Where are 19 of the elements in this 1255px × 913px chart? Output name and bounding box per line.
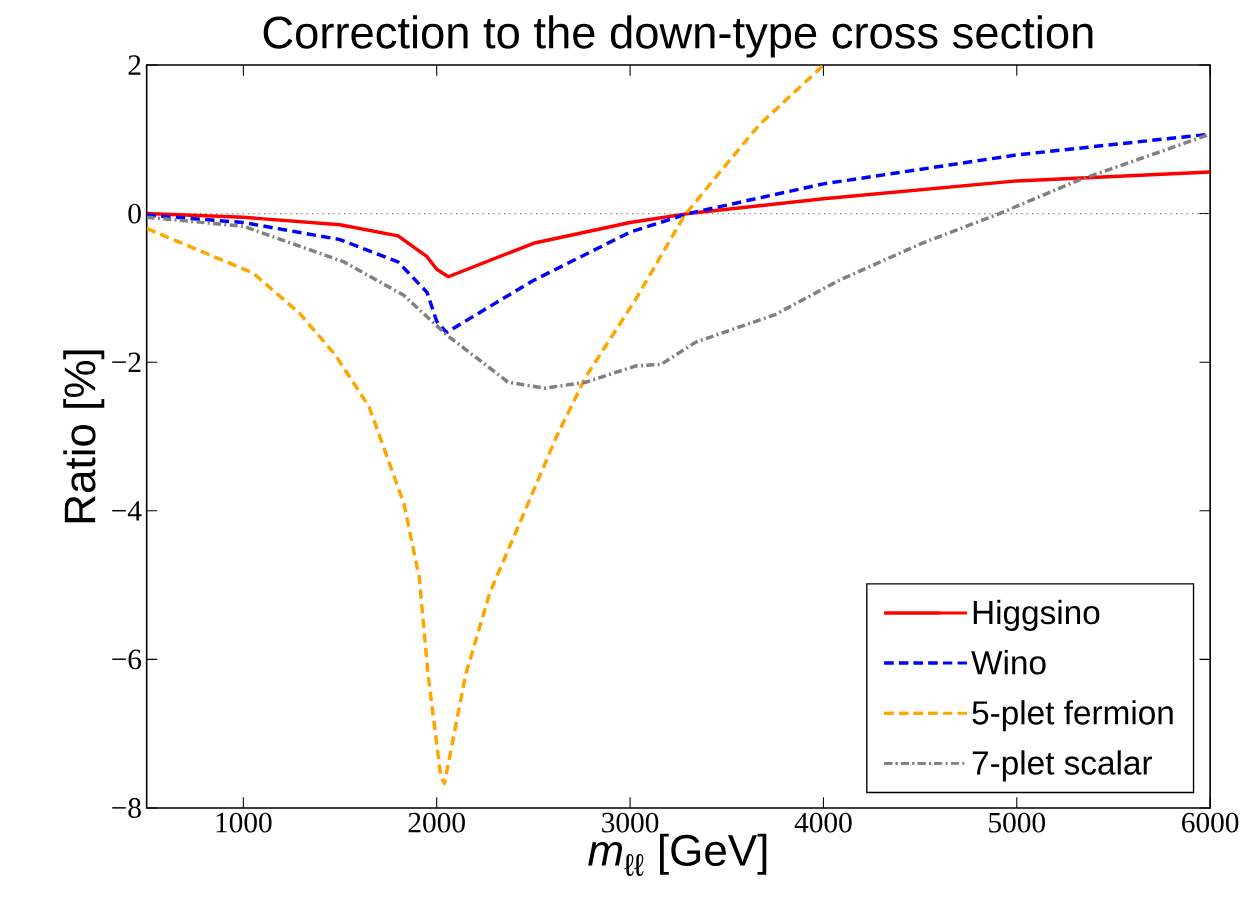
y-tick-label: −6 [112, 649, 142, 670]
x-axis-title: m$_{ℓℓ}$ [GeV] [588, 833, 767, 876]
x-tick-label: 4000 [794, 812, 852, 833]
x-tick-label: 6000 [1182, 812, 1239, 833]
x-tick-label: 5000 [989, 812, 1046, 833]
y-tick-label: −4 [112, 501, 142, 521]
x-tick-label: 3000 [602, 812, 659, 833]
x-tick-label: 1000 [216, 812, 272, 833]
y-tick-label: −8 [112, 798, 141, 818]
legend-label: 7-plet scalar [972, 750, 1153, 782]
y-tick-label: −2 [112, 352, 141, 372]
x-tick-label: 2000 [408, 812, 465, 833]
legend-label: Wino [971, 650, 1046, 675]
y-axis-title: Ratio [%] [63, 350, 105, 523]
legend-label: 5-plet fermion [972, 700, 1173, 732]
chart-title: Correction to the down-type cross section [263, 15, 1093, 58]
legend-label: Higgsino [973, 599, 1100, 631]
y-tick-label: 2 [128, 55, 141, 75]
y-tick-label: 0 [128, 203, 141, 224]
